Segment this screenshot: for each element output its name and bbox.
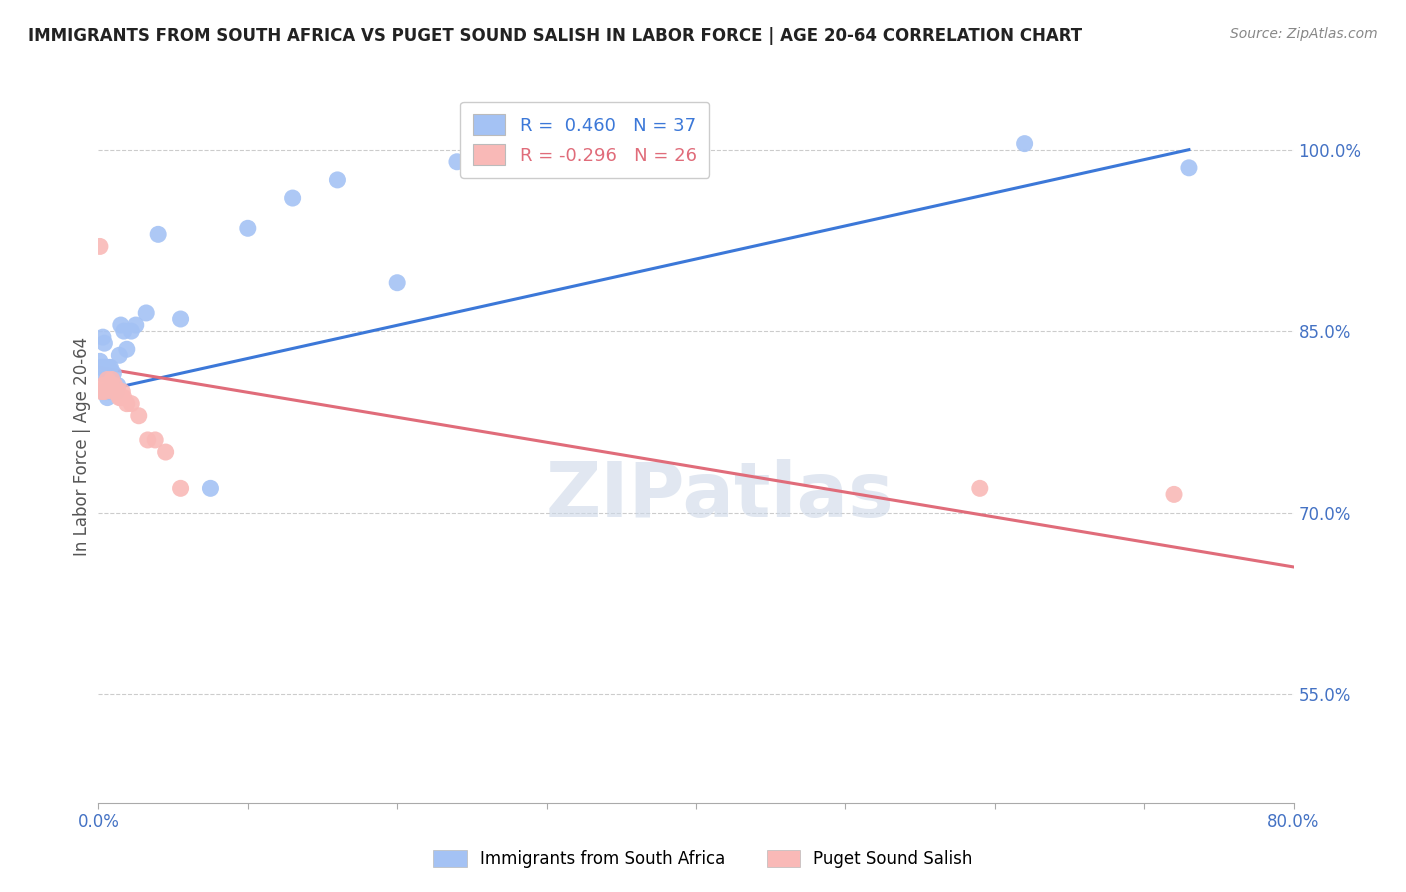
Point [103, 367, 125, 381]
Point [506, 161, 529, 175]
Point [93, 336, 115, 351]
Point [97, 378, 120, 392]
Point [90, 384, 112, 399]
Point [128, 409, 150, 423]
Point [112, 324, 135, 338]
Point [97, 384, 120, 399]
Point [96, 372, 118, 386]
Text: Source: ZipAtlas.com: Source: ZipAtlas.com [1230, 27, 1378, 41]
Point [281, 191, 304, 205]
Point [105, 384, 128, 399]
Point [108, 348, 131, 362]
Point [89, 239, 111, 253]
Point [91, 367, 114, 381]
Point [89, 354, 111, 368]
Point [136, 433, 159, 447]
Point [104, 384, 127, 399]
Point [110, 391, 132, 405]
Point [120, 324, 142, 338]
Point [94, 378, 117, 392]
Point [446, 154, 468, 169]
Point [91, 330, 114, 344]
Text: IMMIGRANTS FROM SOUTH AFRICA VS PUGET SOUND SALISH IN LABOR FORCE | AGE 20-64 CO: IMMIGRANTS FROM SOUTH AFRICA VS PUGET SO… [28, 27, 1083, 45]
Point [94, 384, 117, 399]
Point [110, 318, 132, 332]
Legend: Immigrants from South Africa, Puget Sound Salish: Immigrants from South Africa, Puget Soun… [426, 843, 980, 875]
Point [97, 360, 120, 375]
Point [93, 384, 115, 399]
Point [1178, 161, 1201, 175]
Point [385, 276, 409, 290]
Text: ZIPatlas: ZIPatlas [546, 459, 894, 533]
Point [236, 221, 259, 235]
Point [94, 360, 117, 375]
Point [169, 481, 191, 495]
Point [112, 391, 135, 405]
Point [115, 397, 138, 411]
Point [143, 433, 166, 447]
Point [100, 378, 122, 392]
Legend: R =  0.460   N = 37, R = -0.296   N = 26: R = 0.460 N = 37, R = -0.296 N = 26 [460, 102, 709, 178]
Point [96, 391, 118, 405]
Point [103, 384, 125, 399]
Point [148, 227, 170, 242]
Point [111, 384, 134, 399]
Point [135, 306, 157, 320]
Point [120, 397, 142, 411]
Point [1163, 487, 1185, 501]
Point [100, 360, 122, 375]
Point [125, 318, 148, 332]
Point [107, 384, 129, 399]
Point [105, 384, 128, 399]
Point [200, 481, 222, 495]
Point [104, 378, 127, 392]
Y-axis label: In Labor Force | Age 20-64: In Labor Force | Age 20-64 [73, 336, 91, 556]
Point [93, 360, 115, 375]
Point [103, 384, 125, 399]
Point [90, 360, 112, 375]
Point [101, 372, 124, 386]
Point [169, 312, 191, 326]
Point [101, 372, 124, 386]
Point [969, 481, 991, 495]
Point [326, 173, 349, 187]
Point [108, 391, 131, 405]
Point [1014, 136, 1036, 151]
Point [155, 445, 177, 459]
Point [91, 378, 114, 392]
Point [115, 343, 138, 357]
Point [107, 378, 129, 392]
Point [96, 367, 118, 381]
